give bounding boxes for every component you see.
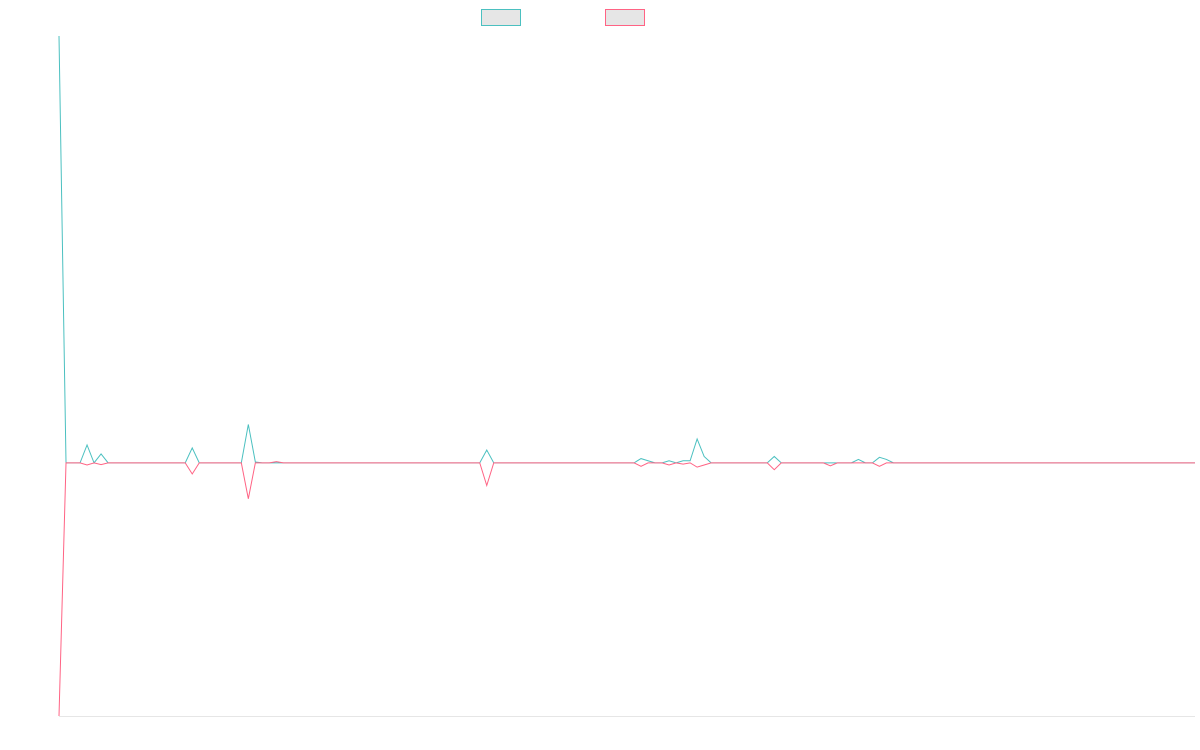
legend-swatch[interactable] (481, 9, 521, 26)
legend-swatch[interactable] (605, 9, 645, 26)
series-line (58, 35, 1195, 464)
series-line (58, 461, 1195, 717)
